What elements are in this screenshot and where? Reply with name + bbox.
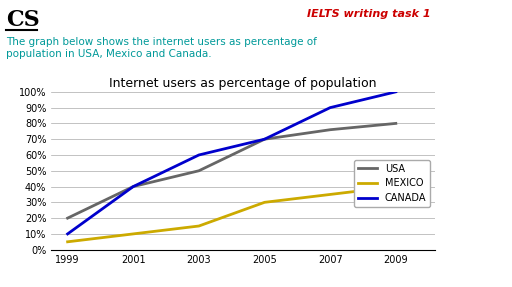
Text: IELTS writing task 1: IELTS writing task 1 [307,9,431,19]
Text: The graph below shows the internet users as percentage of
population in USA, Mex: The graph below shows the internet users… [6,37,317,59]
Legend: USA, MEXICO, CANADA: USA, MEXICO, CANADA [354,160,431,207]
Text: Internet users as percentage of population: Internet users as percentage of populati… [110,77,377,90]
Text: CS: CS [6,9,40,31]
Text: [ 1 ]: [ 1 ] [459,256,485,266]
Text: ielts.completesuccess.in: ielts.completesuccess.in [467,82,477,176]
